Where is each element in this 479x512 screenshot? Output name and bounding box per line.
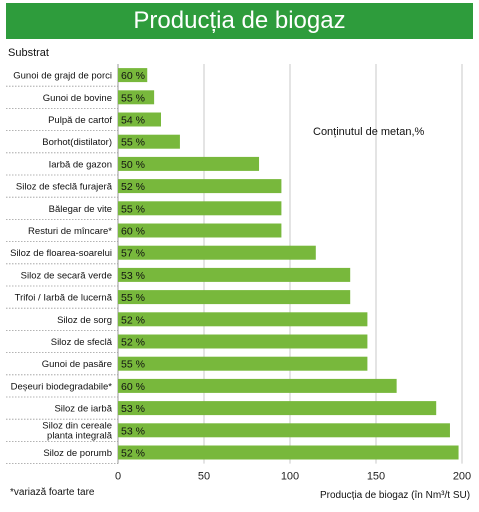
category-label: Deșeuri biodegradabile* (11, 381, 113, 392)
category-label: Iarbă de gazon (49, 159, 112, 170)
methane-label: 54 % (121, 115, 145, 127)
bar (118, 134, 180, 149)
category-label: Gunoi de grajd de porci (13, 71, 112, 82)
bar (118, 156, 260, 171)
bar (118, 179, 282, 194)
category-label: Resturi de mîncare* (28, 226, 112, 237)
category-label: Gunoi de pasăre (42, 359, 112, 370)
methane-label: 52 % (121, 448, 145, 460)
category-label: Siloz de porumb (43, 448, 112, 459)
bar (118, 223, 282, 238)
methane-label: 53 % (121, 403, 145, 415)
methane-label: 55 % (121, 137, 145, 149)
category-axis-label: Substrat (8, 47, 49, 59)
methane-label: 60 % (121, 226, 145, 238)
bar (118, 245, 316, 260)
methane-label: 57 % (121, 248, 145, 260)
category-label: Siloz de secară verde (21, 270, 112, 281)
methane-label: 55 % (121, 92, 145, 104)
bar (118, 356, 368, 371)
methane-label: 55 % (121, 292, 145, 304)
category-rows: Gunoi de grajd de porci Gunoi de bovine Pu… (6, 71, 118, 465)
bar (118, 312, 368, 327)
x-axis-ticks: 0 50 100 150 200 (115, 471, 471, 483)
category-label: Pulpă de cartof (48, 115, 112, 126)
x-tick-label: 150 (367, 471, 385, 483)
footnote: *variază foarte tare (10, 487, 95, 498)
methane-label: 55 % (121, 359, 145, 371)
category-label: Siloz de sfeclă furajeră (16, 182, 113, 193)
methane-label: 52 % (121, 181, 145, 193)
bar (118, 423, 450, 438)
category-label: Gunoi de bovine (43, 93, 112, 104)
bar (118, 401, 437, 416)
x-tick-label: 50 (198, 471, 210, 483)
bar (118, 68, 148, 83)
methane-label: 53 % (121, 425, 145, 437)
category-label: Borhot(distilator) (42, 137, 112, 148)
value-axis-label: Producția de biogaz (în Nm³/t SU) (320, 490, 470, 501)
category-label: Trifoi / Iarbă de lucernă (15, 293, 113, 304)
category-label: Bălegar de vite (49, 204, 112, 215)
methane-label: 60 % (121, 70, 145, 82)
methane-label: 52 % (121, 337, 145, 349)
methane-label: 60 % (121, 381, 145, 393)
bar (118, 378, 397, 393)
chart-title: Producția de biogaz (6, 3, 473, 39)
bar (118, 334, 368, 349)
bar (118, 267, 351, 282)
category-label: Siloz de iarbă (54, 404, 112, 415)
methane-label: 50 % (121, 159, 145, 171)
category-label: Siloz de sorg (57, 315, 112, 326)
category-label: Siloz de sfeclă (51, 337, 113, 348)
category-label: Siloz din cereale planta integrală (42, 420, 112, 441)
x-tick-label: 0 (115, 471, 121, 483)
bar (118, 445, 459, 460)
bar (118, 201, 282, 216)
methane-label: 53 % (121, 270, 145, 282)
category-label: Siloz de floarea-soarelui (10, 248, 112, 259)
series-label: Conținutul de metan,% (313, 126, 425, 138)
methane-label: 52 % (121, 314, 145, 326)
bar (118, 112, 161, 127)
methane-label: 55 % (121, 203, 145, 215)
bar (118, 90, 155, 105)
x-tick-label: 100 (281, 471, 299, 483)
bars: 60 % 55 % 54 % 55 % 50 % 52 % 55 % 60 % 57 % 53 %… (118, 68, 459, 460)
bar (118, 290, 351, 305)
x-tick-label: 200 (453, 471, 471, 483)
